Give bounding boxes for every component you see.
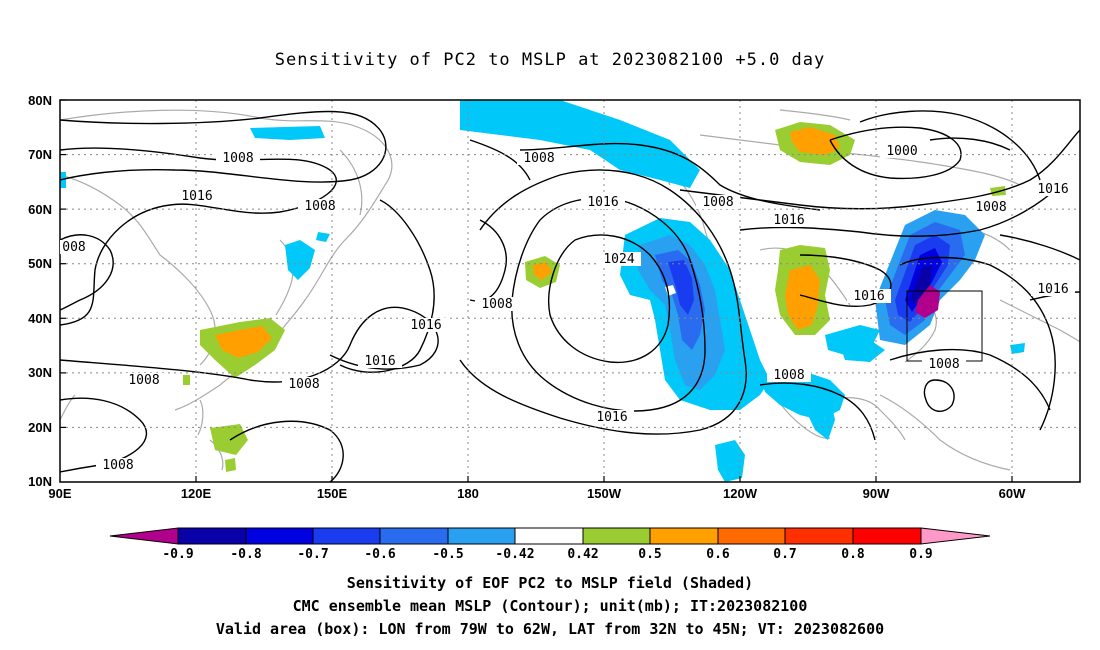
colorbar-label: -0.8 (230, 547, 261, 562)
contour-label: 1000 (886, 144, 917, 159)
contour-label: 1008 (304, 199, 335, 214)
mslp-contours (60, 110, 1080, 482)
map-title: Sensitivity of PC2 to MSLP at 2023082100… (274, 50, 826, 70)
colorbar-label: -0.7 (297, 547, 328, 562)
contour-label: 1008 (128, 373, 159, 388)
lon-label-120w: 120W (723, 486, 758, 501)
colorbar-label: -0.6 (364, 547, 395, 562)
lat-label-10n: 10N (28, 474, 52, 489)
contour-label: 1016 (364, 354, 395, 369)
contour-label: 1008 (773, 368, 804, 383)
lon-label-150e: 150E (317, 486, 348, 501)
sensitivity-shading (60, 100, 1025, 482)
lat-label-20n: 20N (28, 420, 52, 435)
contour-label: 1008 (222, 151, 253, 166)
colorbar (109, 527, 991, 545)
contour-label: 1016 (773, 213, 804, 228)
colorbar-label: -0.42 (495, 547, 534, 562)
contour-label: 1016 (410, 318, 441, 333)
lat-label-80n: 80N (28, 93, 52, 108)
lon-label-60w: 60W (999, 486, 1026, 501)
contour-label: 1008 (702, 195, 733, 210)
colorbar-label: 0.7 (773, 547, 796, 562)
lat-label-60n: 60N (28, 202, 52, 217)
lat-label-40n: 40N (28, 311, 52, 326)
colorbar-label: 0.8 (841, 547, 865, 562)
lat-label-70n: 70N (28, 147, 52, 162)
lon-label-150w: 150W (587, 486, 622, 501)
contour-label: 1016 (596, 410, 627, 425)
contour-label: 1008 (975, 200, 1006, 215)
colorbar-label: 0.9 (909, 547, 932, 562)
colorbar-end-right (920, 527, 991, 545)
contour-label: 1008 (102, 458, 133, 473)
contour-label: 1008 (928, 357, 959, 372)
lat-label-50n: 50N (28, 256, 52, 271)
contour-label: 1008 (481, 297, 512, 312)
colorbar-label: -0.9 (162, 547, 193, 562)
plot-frame (59, 99, 1081, 483)
colorbar-end-left (109, 527, 179, 545)
lon-label-90w: 90W (863, 486, 890, 501)
footer-line-1: Sensitivity of EOF PC2 to MSLP field (Sh… (346, 574, 754, 592)
contour-label: 1016 (853, 289, 884, 304)
lon-label-120e: 120E (181, 486, 212, 501)
contour-label: 008 (62, 240, 85, 255)
footer-line-2: CMC ensemble mean MSLP (Contour); unit(m… (292, 597, 808, 615)
lon-label-180: 180 (457, 486, 479, 501)
colorbar-label: -0.5 (432, 547, 463, 562)
contour-label: 1016 (181, 189, 212, 204)
colorbar-label: 0.5 (638, 547, 661, 562)
contour-label: 1024 (603, 252, 634, 267)
contour-labels: 1008 1016 1008 008 1008 1008 1008 1008 1… (60, 144, 1075, 473)
colorbar-label: 0.6 (706, 547, 730, 562)
contour-label: 1008 (288, 377, 319, 392)
contour-label: 1016 (587, 195, 618, 210)
colorbar-label: 0.42 (567, 547, 598, 562)
contour-label: 1016 (1037, 282, 1068, 297)
lat-label-30n: 30N (28, 365, 52, 380)
contour-label: 1008 (523, 151, 554, 166)
lon-label-90e: 90E (48, 486, 71, 501)
contour-label: 1016 (1037, 182, 1068, 197)
footer-line-3: Valid area (box): LON from 79W to 62W, L… (215, 620, 885, 638)
